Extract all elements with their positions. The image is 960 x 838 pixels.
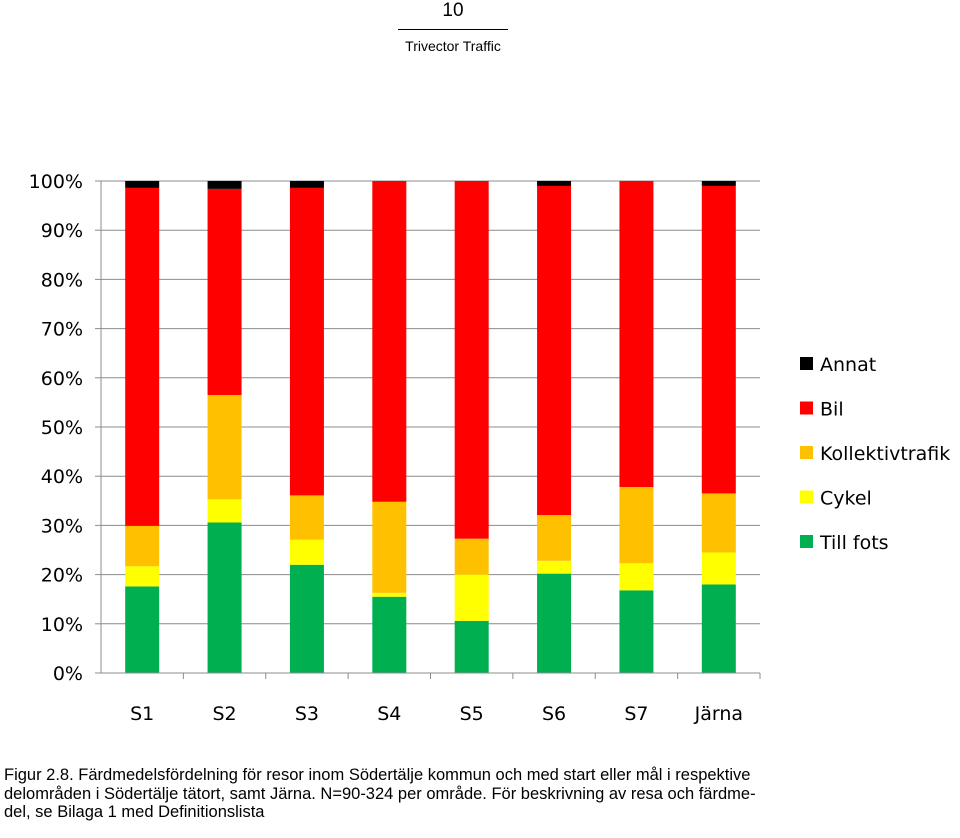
legend-swatch xyxy=(800,446,813,459)
bar-segment xyxy=(372,181,407,502)
y-tick-label: 10% xyxy=(41,614,83,636)
y-tick-label: 60% xyxy=(41,368,83,390)
bar-segment xyxy=(701,185,736,494)
bar-segment xyxy=(372,592,407,597)
y-tick-label: 70% xyxy=(41,319,83,341)
bar-segment xyxy=(454,538,489,575)
page-number: 10 xyxy=(442,0,464,21)
bar-segment xyxy=(537,573,572,673)
legend-swatch xyxy=(800,357,813,370)
bar-segment xyxy=(454,181,489,539)
bar-segment xyxy=(125,566,160,587)
x-tick-label: S2 xyxy=(212,703,236,725)
bar-segment xyxy=(701,584,736,673)
bar-segment xyxy=(125,525,160,567)
x-tick-label: S3 xyxy=(295,703,319,725)
legend-swatch xyxy=(800,535,813,548)
header-organization: Trivector Traffic xyxy=(405,38,501,54)
figure-caption: Figur 2.8. Färdmedelsfördelning för reso… xyxy=(4,766,954,822)
bar-segment xyxy=(289,564,324,673)
bar-segment xyxy=(125,187,160,526)
bar-segment xyxy=(619,563,654,591)
bar-segment xyxy=(207,395,242,500)
bar-segment xyxy=(619,181,654,488)
bar-segment xyxy=(372,501,407,593)
caption-line-2: delområden i Södertälje tätort, samt Jär… xyxy=(4,784,756,803)
bar-segment xyxy=(289,495,324,540)
y-tick-label: 0% xyxy=(53,663,83,685)
bar-segment xyxy=(289,187,324,496)
caption-line-3: del, se Bilaga 1 med Definitionslista xyxy=(4,803,265,821)
bar-segment xyxy=(372,596,407,673)
y-tick-label: 50% xyxy=(41,417,83,439)
y-tick-label: 20% xyxy=(41,565,83,587)
legend-label: Cykel xyxy=(820,488,872,510)
legend-label: Annat xyxy=(820,354,876,376)
x-tick-label: S4 xyxy=(377,703,401,725)
y-tick-label: 90% xyxy=(41,220,83,242)
y-tick-label: 30% xyxy=(41,515,83,537)
legend-label: Till fots xyxy=(819,532,889,554)
legend-swatch xyxy=(800,490,813,504)
bar-segment xyxy=(701,181,736,186)
x-tick-label: Järna xyxy=(694,703,743,725)
bar-segment xyxy=(454,620,489,673)
bar-segment xyxy=(537,181,572,186)
bar-segment xyxy=(289,181,324,188)
bar-segment xyxy=(207,188,242,396)
bar-segment xyxy=(207,181,242,189)
y-tick-label: 80% xyxy=(41,269,83,291)
legend-label: Kollektivtrafik xyxy=(820,443,950,465)
x-tick-label: S6 xyxy=(542,703,566,725)
x-tick-label: S5 xyxy=(460,703,484,725)
bar-segment xyxy=(537,560,572,574)
bar-segment xyxy=(125,586,160,673)
bar-segment xyxy=(619,487,654,564)
bar-segment xyxy=(454,574,489,621)
bar-segment xyxy=(125,181,160,188)
bar-segment xyxy=(619,590,654,673)
stacked-bar-chart: 0% 10% 20% 30% 40% 50% 60% 70% 80% 90% 100% S1 S2 S3 S… xyxy=(29,171,951,725)
x-tick-label: S1 xyxy=(130,703,154,725)
x-tick-label: S7 xyxy=(624,703,648,725)
legend-label: Bil xyxy=(820,399,844,421)
legend-swatch xyxy=(800,401,813,415)
bar-segment xyxy=(207,522,242,673)
bar-segment xyxy=(207,499,242,523)
y-tick-label: 40% xyxy=(41,466,83,488)
bar-segment xyxy=(289,539,324,565)
bar-segment xyxy=(537,515,572,561)
caption-line-1: Figur 2.8. Färdmedelsfördelning för reso… xyxy=(4,766,751,784)
header-rule xyxy=(398,29,508,30)
y-tick-label: 100% xyxy=(29,171,83,193)
bar-segment xyxy=(701,493,736,553)
bar-segment xyxy=(537,185,572,516)
bar-segment xyxy=(701,552,736,585)
